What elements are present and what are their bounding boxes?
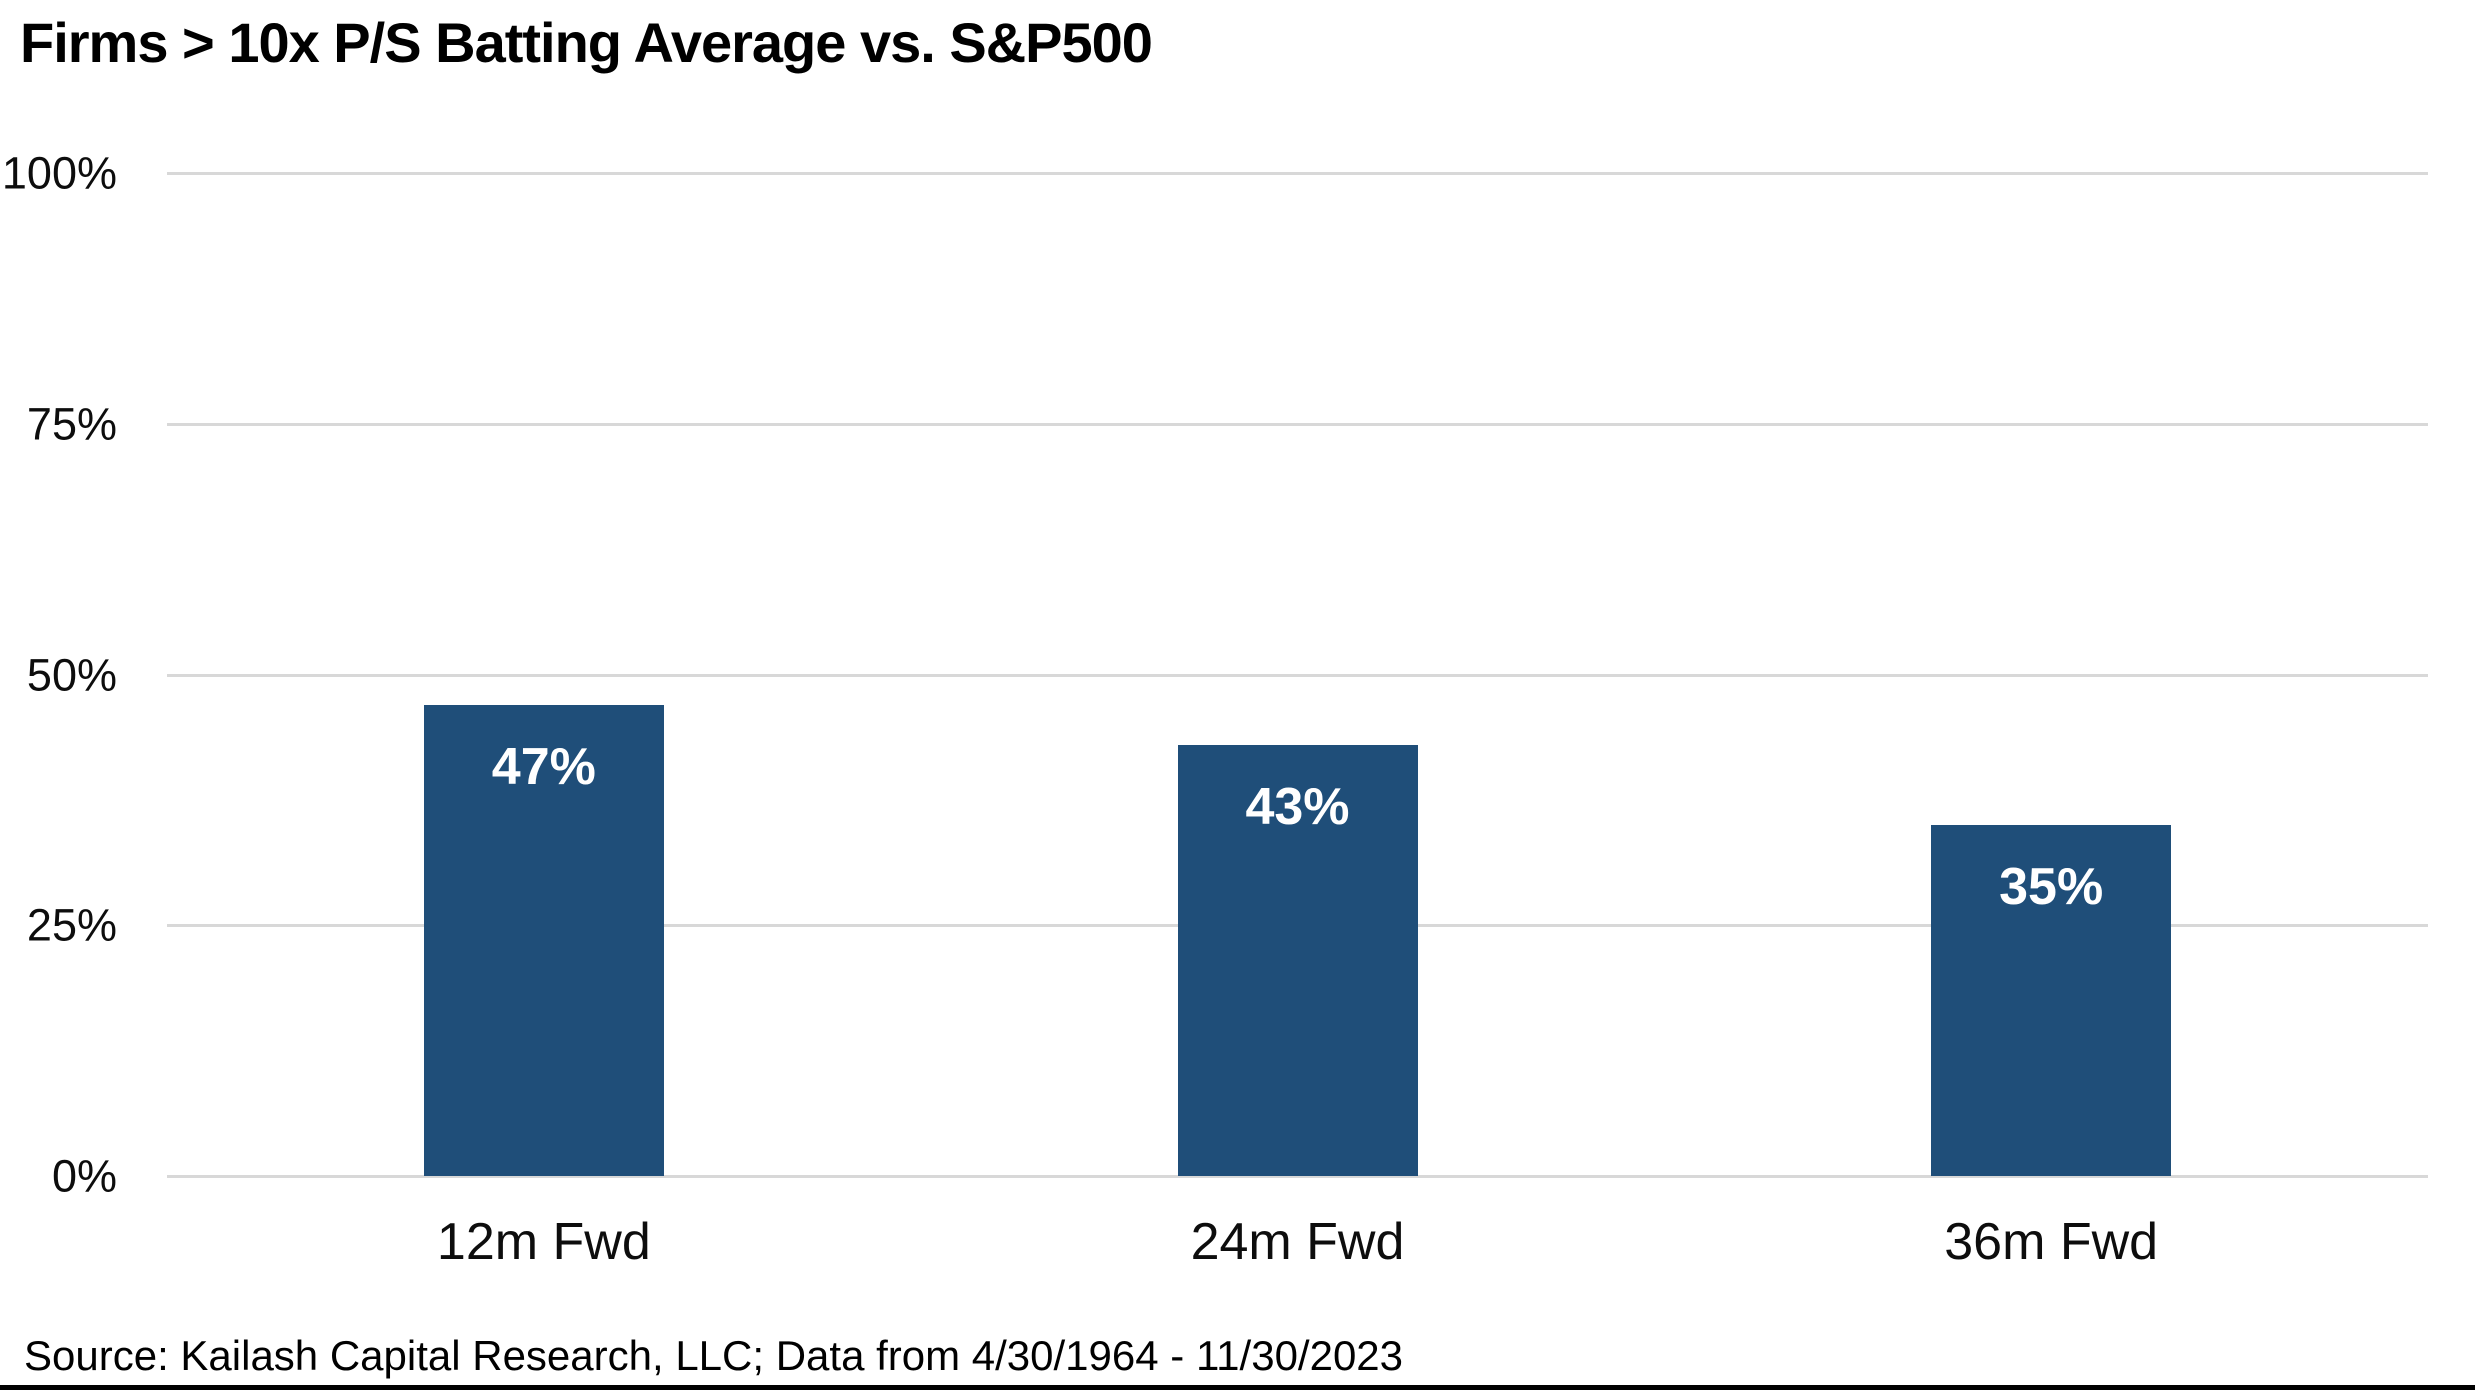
bar-value-label-24m-fwd: 43% xyxy=(1245,777,1350,836)
y-axis-tick-label-50: 50% xyxy=(26,649,117,700)
bar-value-label-12m-fwd: 47% xyxy=(491,737,596,796)
chart-title: Firms > 10x P/S Batting Average vs. S&P5… xyxy=(20,11,1153,74)
bar-36m-fwd: 35% xyxy=(1931,824,2172,1176)
x-axis-tick-label-36m-fwd: 36m Fwd xyxy=(1944,1213,2159,1271)
bar-24m-fwd: 43% xyxy=(1177,744,1418,1176)
y-axis-tick-label-25: 25% xyxy=(26,899,117,951)
gridline-50 xyxy=(167,673,2428,677)
gridline-75 xyxy=(167,422,2428,426)
y-axis-tick-label-0: 0% xyxy=(51,1150,117,1202)
bottom-border-rule xyxy=(0,1385,2475,1390)
bar-value-label-36m-fwd: 35% xyxy=(1999,857,2104,916)
y-axis-tick-label-100: 100% xyxy=(1,147,117,199)
source-note: Source: Kailash Capital Research, LLC; D… xyxy=(24,1332,1404,1379)
x-axis-tick-label-24m-fwd: 24m Fwd xyxy=(1190,1213,1405,1271)
y-axis-tick-label-75: 75% xyxy=(26,398,117,450)
plot-area: 47% 43% 35% xyxy=(167,172,2428,1178)
gridline-100 xyxy=(167,172,2428,175)
bar-12m-fwd: 47% xyxy=(423,704,664,1176)
x-axis-tick-label-12m-fwd: 12m Fwd xyxy=(436,1213,651,1271)
gridline-0 xyxy=(167,1175,2428,1178)
